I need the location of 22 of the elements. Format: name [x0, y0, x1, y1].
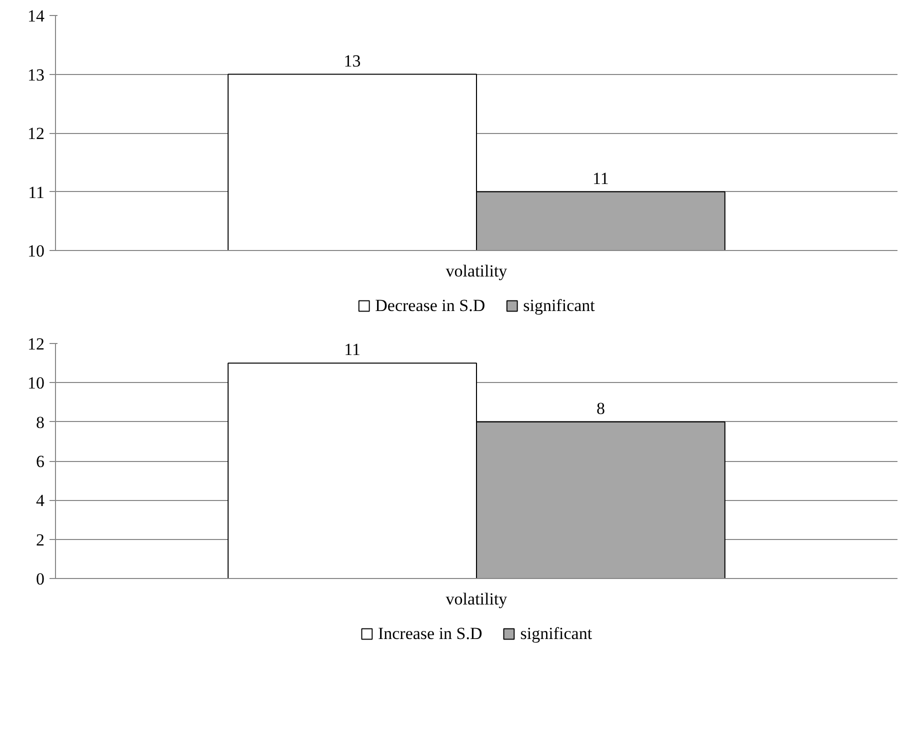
legend-label: significant	[523, 296, 595, 316]
data-label: 8	[596, 398, 605, 418]
data-label: 13	[344, 51, 361, 70]
y-tick-label: 10	[28, 242, 44, 260]
data-label: 11	[344, 340, 360, 360]
y-tick-label: 0	[36, 570, 44, 588]
y-tick-label: 6	[36, 452, 44, 471]
x-tick-label: volatility	[446, 262, 508, 280]
y-tick-label: 8	[36, 412, 44, 432]
y-tick-label: 10	[28, 374, 44, 393]
legend-label: Increase in S.D	[378, 624, 482, 644]
y-tick-label: 2	[36, 530, 44, 550]
y-tick-label: 12	[28, 124, 44, 143]
legend-label: Decrease in S.D	[375, 296, 486, 316]
y-tick-label: 11	[28, 182, 45, 202]
data-label: 11	[592, 168, 609, 188]
y-tick-label: 14	[28, 6, 45, 26]
legend-label: significant	[520, 624, 592, 644]
y-tick-label: 13	[28, 65, 44, 84]
y-tick-label: 12	[28, 334, 44, 354]
x-tick-label: volatility	[446, 590, 508, 608]
y-tick-label: 4	[36, 491, 45, 510]
